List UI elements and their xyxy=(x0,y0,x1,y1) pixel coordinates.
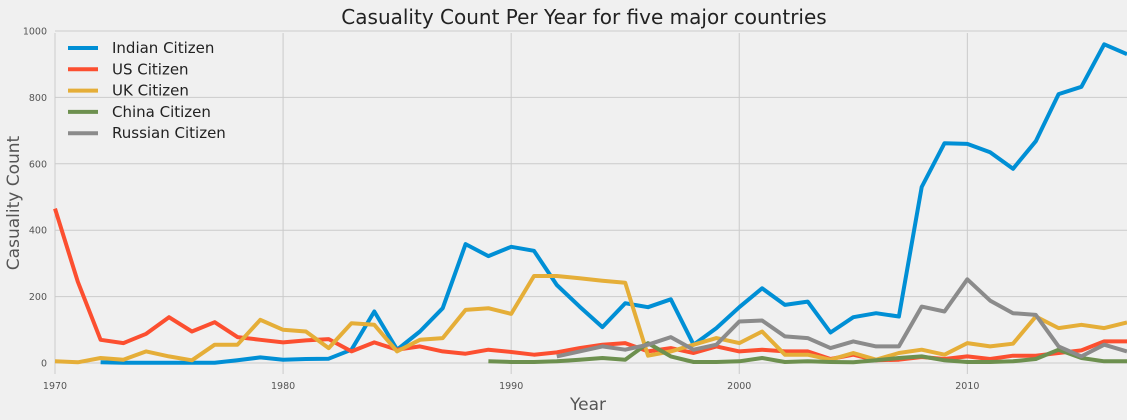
series-line-1 xyxy=(53,208,1127,363)
series-lines xyxy=(53,42,1127,365)
legend-label: US Citizen xyxy=(112,60,189,78)
y-tick-label: 600 xyxy=(29,159,47,170)
y-tick-label: 0 xyxy=(41,359,47,370)
y-tick-label: 1000 xyxy=(23,27,47,38)
legend-label: China Citizen xyxy=(112,103,211,121)
series-line-4 xyxy=(556,277,1127,359)
legend-label: UK Citizen xyxy=(112,82,189,100)
x-axis-label: Year xyxy=(569,395,606,415)
x-tick-label: 1980 xyxy=(271,381,295,392)
grid xyxy=(54,30,1127,374)
series-line-3 xyxy=(488,341,1127,365)
x-tick-label: 2010 xyxy=(955,381,979,392)
x-tick-label: 1970 xyxy=(43,381,67,392)
x-tick-label: 1990 xyxy=(499,381,523,392)
chart-title: Casuality Count Per Year for five major … xyxy=(341,5,826,29)
x-tick-label: 2000 xyxy=(727,381,751,392)
legend-label: Russian Citizen xyxy=(112,124,226,142)
y-tick-label: 800 xyxy=(29,93,47,104)
series-line-0 xyxy=(100,42,1127,365)
series-line-2 xyxy=(54,274,1127,365)
y-tick-label: 200 xyxy=(29,292,47,303)
legend: Indian Citizen US Citizen UK Citizen China … xyxy=(68,39,226,142)
y-tick-label: 400 xyxy=(29,226,47,237)
y-axis-label: Casuality Count xyxy=(4,135,24,270)
legend-label: Indian Citizen xyxy=(112,39,214,57)
axis-ticks: 0 200 400 600 800 1000 1970 1980 1990 2000 2010 xyxy=(23,27,980,393)
